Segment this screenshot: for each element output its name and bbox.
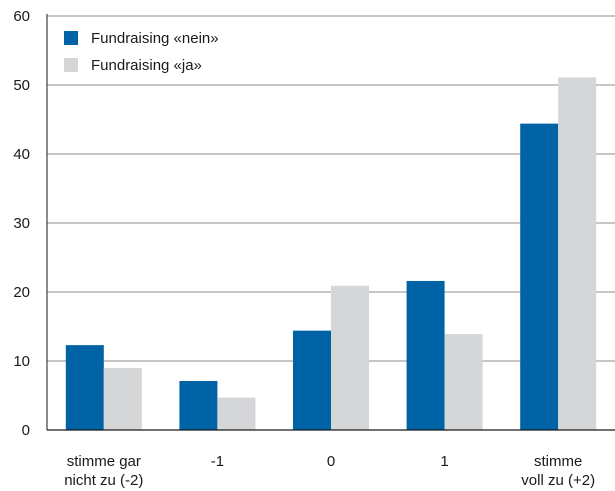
x-tick-label-line: voll zu (+2) [521, 472, 595, 489]
bar-nein-4 [520, 123, 559, 430]
legend-swatch [64, 58, 78, 72]
bars [65, 77, 597, 430]
x-tick-label-line: -1 [211, 453, 224, 470]
legend: Fundraising «nein» Fundraising «ja» [64, 30, 219, 74]
x-tick-label-line: nicht zu (-2) [64, 472, 143, 489]
x-tick-label: stimme voll zu (+2) [521, 453, 595, 489]
y-tick-label: 20 [13, 284, 30, 301]
x-tick-label-line: stimme gar [67, 453, 141, 470]
bar-nein-0 [65, 345, 104, 430]
x-tick-label: -1 [211, 453, 224, 470]
bar-ja-2 [331, 285, 369, 430]
x-tick-label: 0 [327, 453, 335, 470]
x-tick-labels: stimme gar nicht zu (-2) -1 0 1 stimme voll zu… [64, 453, 595, 489]
y-tick-label: 40 [13, 146, 30, 163]
y-tick-labels: 0 10 20 30 40 50 60 [13, 8, 30, 439]
x-tick-label: 1 [440, 453, 448, 470]
bar-nein-1 [179, 381, 218, 430]
bar-ja-1 [217, 397, 256, 430]
x-tick-label-line: stimme [534, 453, 582, 470]
y-tick-label: 0 [22, 422, 30, 439]
x-tick-label-line: 0 [327, 453, 335, 470]
y-tick-label: 50 [13, 77, 30, 94]
legend-label: Fundraising «nein» [91, 30, 219, 47]
bar-ja-0 [103, 367, 142, 430]
bar-nein-3 [406, 280, 445, 430]
legend-swatch [64, 31, 78, 45]
bar-nein-2 [293, 330, 331, 430]
axes [46, 14, 615, 431]
y-tick-label: 60 [13, 8, 30, 25]
legend-label: Fundraising «ja» [91, 57, 202, 74]
bar-ja-3 [444, 334, 483, 430]
y-tick-label: 10 [13, 353, 30, 370]
x-tick-label: stimme gar nicht zu (-2) [64, 453, 143, 489]
bar-ja-4 [558, 77, 597, 430]
y-tick-label: 30 [13, 215, 30, 232]
x-tick-label-line: 1 [440, 453, 448, 470]
